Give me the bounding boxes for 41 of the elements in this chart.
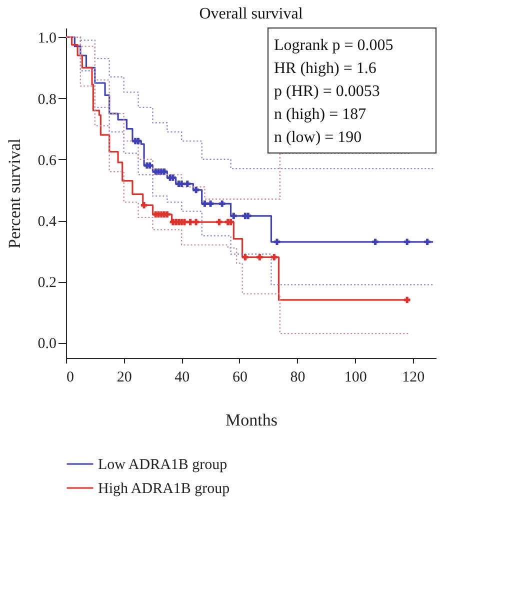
point	[184, 180, 191, 187]
annotation: n (low) = 190	[274, 129, 362, 146]
annotation: Logrank p = 0.005	[274, 37, 394, 54]
point	[216, 218, 222, 226]
point	[256, 254, 263, 260]
x-tick-label: 120	[402, 370, 425, 386]
point	[218, 200, 226, 207]
point	[372, 238, 378, 246]
point	[270, 254, 278, 260]
y-tick-label: 1.0	[38, 30, 56, 47]
annotation: p (HR) = 0.0053	[274, 83, 380, 100]
point	[404, 296, 410, 304]
legend-label: Low ADRA1B group	[98, 457, 228, 473]
legend-label: High ADRA1B group	[98, 481, 230, 497]
y-tick-label: 0.0	[38, 336, 56, 352]
y-tick-label: 0.4	[38, 214, 57, 230]
point	[192, 218, 200, 226]
x-tick-label: 40	[174, 370, 190, 386]
y-tick-label: 0.2	[38, 275, 56, 292]
y-tick-label: 0.8	[38, 92, 56, 108]
x-tick-label: 100	[344, 370, 367, 386]
point	[274, 238, 280, 246]
chart-title: Overall survival	[199, 6, 304, 22]
annotation: HR (high) = 1.6	[274, 60, 376, 77]
point	[187, 218, 194, 226]
point	[242, 254, 248, 260]
x-tick-label: 60	[232, 370, 248, 386]
y-axis-title: Percent survival	[4, 138, 24, 248]
point	[202, 200, 208, 207]
x-axis-title: Months	[226, 410, 278, 430]
point	[230, 212, 237, 220]
point	[424, 238, 430, 246]
x-tick-label: 20	[116, 370, 132, 386]
point	[207, 200, 214, 207]
point	[140, 202, 148, 208]
x-tick-label: 80	[290, 370, 306, 386]
annotation: n (high) = 187	[274, 106, 366, 123]
y-tick-label: 0.6	[38, 152, 57, 169]
point	[192, 186, 200, 194]
x-tick-label: 0	[66, 370, 74, 386]
point	[404, 238, 410, 246]
